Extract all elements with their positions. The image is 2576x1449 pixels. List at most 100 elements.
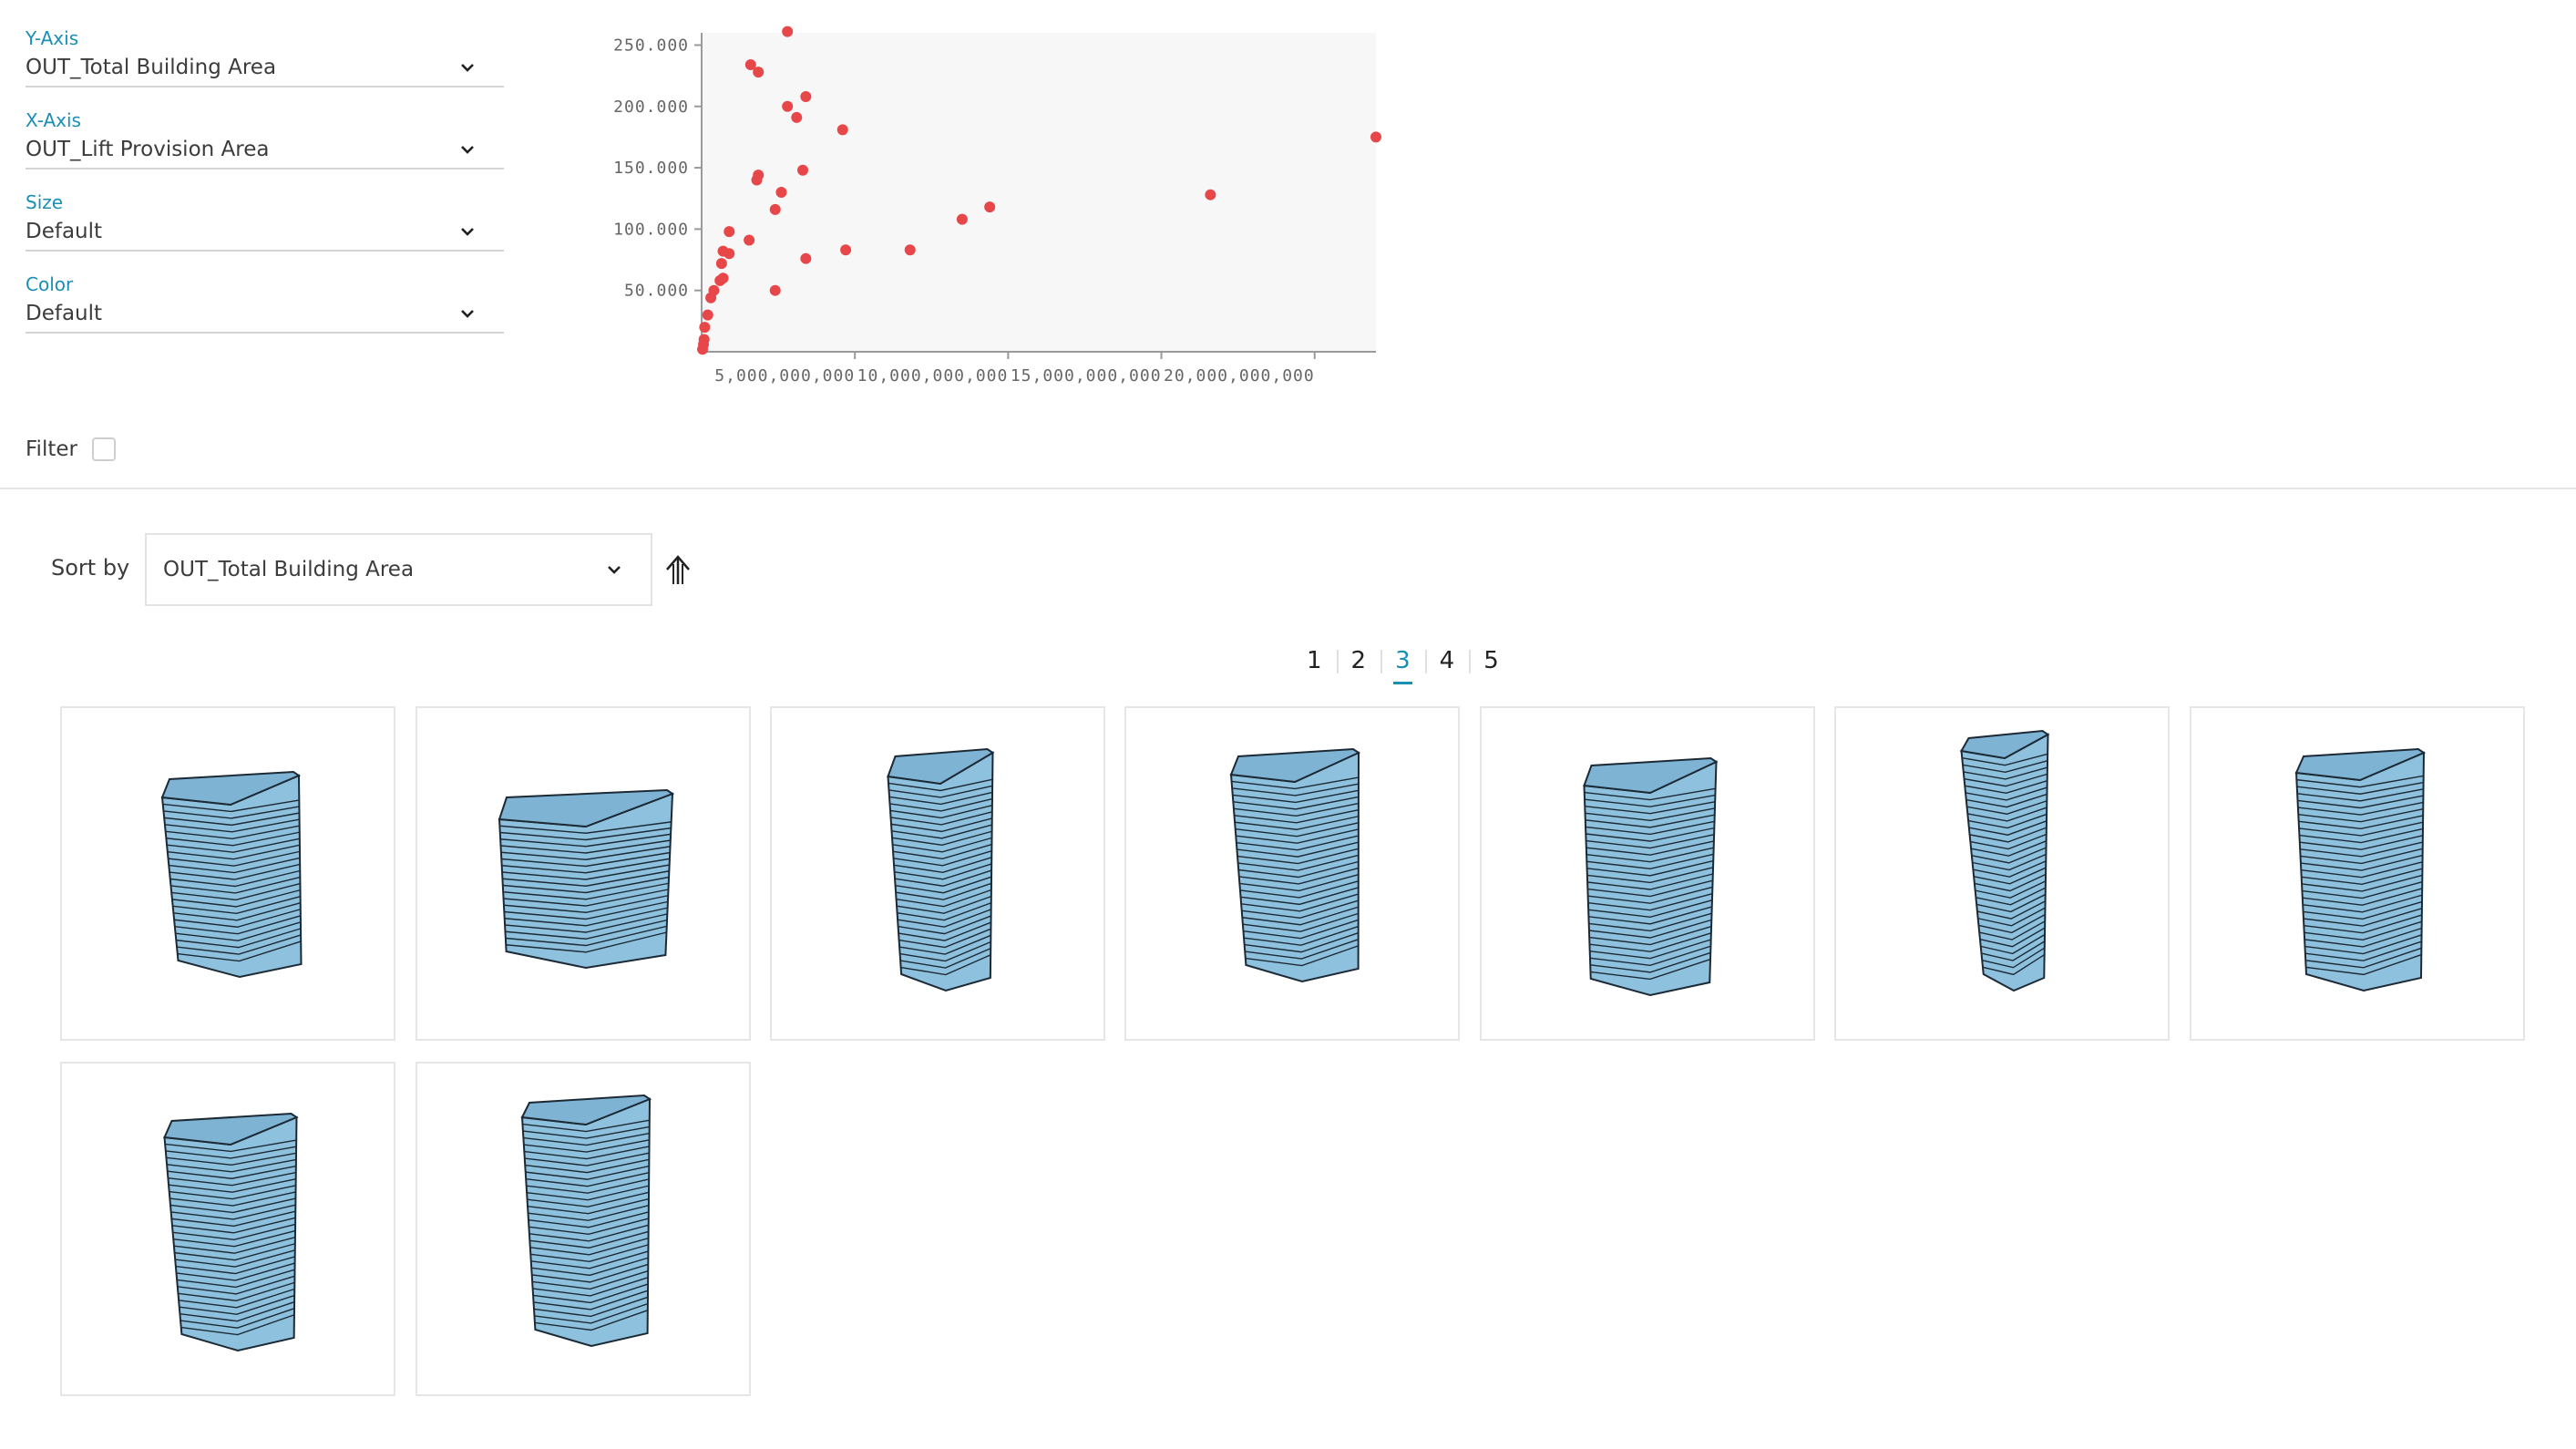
floor-line — [529, 1238, 649, 1256]
floor-line — [891, 824, 992, 839]
data-point[interactable] — [840, 244, 852, 256]
result-card[interactable] — [770, 706, 1105, 1041]
size-select[interactable]: Default — [26, 213, 504, 252]
page-2[interactable]: 2 — [1336, 642, 1381, 679]
sort-ascending-icon[interactable] — [662, 551, 694, 588]
floor-line — [165, 825, 300, 839]
data-point[interactable] — [791, 111, 803, 123]
floor-line — [892, 843, 992, 860]
floor-line — [893, 857, 992, 873]
floor-line — [2304, 914, 2422, 934]
floor-line — [1234, 808, 1360, 824]
data-point[interactable] — [1370, 131, 1381, 143]
data-point[interactable] — [800, 91, 812, 102]
data-point[interactable] — [705, 292, 717, 303]
page-4[interactable]: 4 — [1424, 642, 1470, 679]
page-5[interactable]: 5 — [1469, 642, 1514, 679]
data-point[interactable] — [956, 213, 968, 225]
color-select[interactable]: Default — [26, 295, 504, 334]
data-point[interactable] — [904, 244, 916, 256]
floor-line — [1975, 880, 2047, 899]
data-point[interactable] — [724, 248, 735, 260]
result-card[interactable] — [60, 1062, 395, 1396]
floor-line — [1967, 807, 2047, 822]
floor-line — [1243, 919, 1359, 940]
floor-line — [1233, 802, 1360, 817]
floor-line — [1242, 912, 1359, 932]
floor-line — [1974, 873, 2047, 892]
data-point[interactable] — [1205, 189, 1216, 200]
data-point[interactable] — [836, 124, 848, 136]
data-point[interactable] — [753, 67, 765, 78]
y-axis-select[interactable]: OUT_Total Building Area — [26, 49, 504, 87]
data-point[interactable] — [769, 203, 781, 215]
floor-line — [167, 1165, 297, 1179]
floor-line — [1588, 912, 1712, 932]
floor-line — [1239, 880, 1359, 899]
floor-line — [2302, 881, 2423, 899]
result-card[interactable] — [416, 1062, 751, 1396]
floor-line — [177, 1269, 295, 1289]
filter-checkbox[interactable] — [91, 437, 116, 461]
data-point[interactable] — [744, 59, 756, 70]
sort-select[interactable]: OUT_Total Building Area — [145, 533, 652, 606]
floor-line — [1586, 834, 1715, 849]
floor-line — [505, 913, 668, 933]
x-axis-select[interactable]: OUT_Lift Provision Area — [26, 131, 504, 170]
floor-line — [533, 1296, 649, 1318]
floor-line — [178, 1281, 295, 1302]
data-point[interactable] — [744, 234, 755, 246]
page-1[interactable]: 1 — [1307, 647, 1322, 674]
data-point[interactable] — [782, 100, 794, 112]
floor-line — [1237, 854, 1359, 871]
building-roof — [887, 747, 995, 786]
result-card[interactable] — [1480, 706, 1815, 1041]
floor-line — [1962, 760, 2048, 774]
data-point[interactable] — [782, 26, 794, 37]
floor-line — [532, 1277, 649, 1297]
data-point[interactable] — [775, 187, 787, 198]
data-point[interactable] — [724, 226, 735, 238]
result-card[interactable] — [1834, 706, 2170, 1041]
building-thumbnail — [1959, 729, 2050, 992]
result-card[interactable] — [416, 706, 751, 1041]
x-tick-label: 10,000,000,000 — [857, 366, 1009, 385]
floor-line — [1586, 867, 1714, 884]
floor-line — [525, 1158, 650, 1174]
data-point[interactable] — [697, 344, 709, 355]
x-tick-label: 15,000,000,000 — [1011, 366, 1162, 385]
data-point[interactable] — [715, 258, 727, 270]
floor-line — [898, 921, 991, 941]
data-point[interactable] — [714, 274, 726, 286]
data-point[interactable] — [984, 201, 996, 213]
data-point[interactable] — [800, 252, 812, 264]
floor-line — [1586, 859, 1714, 877]
data-point[interactable] — [699, 322, 711, 334]
result-card[interactable] — [1124, 706, 1460, 1041]
floor-line — [1589, 945, 1711, 966]
data-point[interactable] — [702, 309, 713, 321]
x-tick-label: 5,000,000,000 — [714, 366, 855, 385]
floor-line — [2301, 874, 2423, 892]
x-axis-field: X-Axis OUT_Lift Provision Area — [26, 109, 504, 170]
data-point[interactable] — [769, 284, 781, 296]
page-3[interactable]: 3 — [1380, 642, 1425, 684]
floor-line — [1237, 841, 1360, 858]
color-label: Color — [26, 273, 74, 295]
floor-line — [1968, 820, 2047, 836]
floor-line — [523, 1139, 650, 1153]
floor-line — [179, 1294, 295, 1315]
filter-label: Filter — [26, 437, 77, 461]
floor-line — [504, 900, 668, 920]
result-card[interactable] — [2190, 706, 2525, 1041]
floor-line — [170, 876, 301, 894]
floor-line — [174, 915, 302, 935]
floor-line — [503, 889, 669, 907]
data-point[interactable] — [751, 174, 763, 186]
floor-line — [888, 785, 993, 798]
data-point[interactable] — [797, 164, 808, 176]
floor-line — [1971, 847, 2047, 864]
floor-line — [900, 948, 991, 969]
result-card[interactable] — [60, 706, 395, 1041]
floor-line — [531, 1263, 649, 1283]
